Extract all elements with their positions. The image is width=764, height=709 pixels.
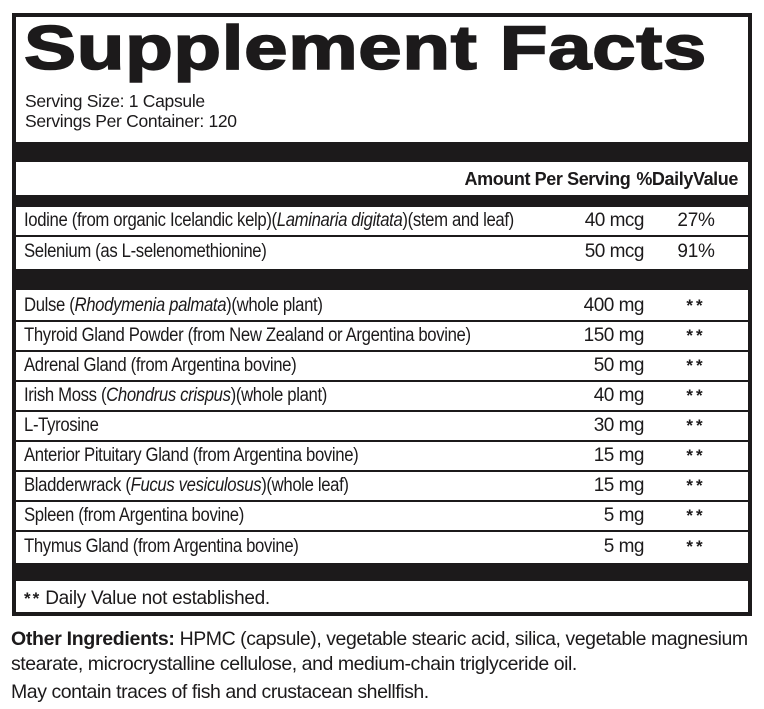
amount-per-serving-header: Amount Per Serving xyxy=(464,169,631,189)
servings-per-container: Servings Per Container: 120 xyxy=(25,111,237,131)
latin-name: Fucus vesiculosus xyxy=(130,475,262,496)
divider-bar-bottom xyxy=(16,563,748,581)
other-ingredients-label: Other Ingredients: xyxy=(11,628,175,650)
daily-value: ** xyxy=(686,416,706,435)
percent-daily-value-header: %DailyValue xyxy=(636,169,738,189)
ingredient-name-text: Spleen (from Argentina bovine) xyxy=(24,505,244,526)
ingredient-name-text: Irish Moss (Chondrus crispus)(whole plan… xyxy=(24,385,328,406)
ingredient-name: Thymus Gland (from Argentina bovine) xyxy=(24,536,542,558)
table-row: Spleen (from Argentina bovine) 5 mg ** xyxy=(16,502,748,532)
ingredient-name: Irish Moss (Chondrus crispus)(whole plan… xyxy=(24,385,542,407)
ingredient-name: Adrenal Gland (from Argentina bovine) xyxy=(24,355,542,377)
daily-value: ** xyxy=(686,326,706,345)
amount-value: 15 mg xyxy=(593,445,645,466)
amount-value: 50 mcg xyxy=(584,241,645,262)
supplement-facts-panel: Supplement Facts Serving Size: 1 Capsule… xyxy=(12,13,752,616)
nutrient-rows-no-dv: Dulse (Rhodymenia palmata)(whole plant) 4… xyxy=(16,292,748,562)
latin-name: Laminaria digitata xyxy=(276,210,403,231)
amount-value: 40 mcg xyxy=(584,210,645,231)
latin-name: Rhodymenia palmata xyxy=(74,295,227,316)
ingredient-name: Spleen (from Argentina bovine) xyxy=(24,505,542,527)
nutrient-rows-with-dv: Iodine (from organic Icelandic kelp)(Lam… xyxy=(16,207,748,267)
ingredient-name-text: Anterior Pituitary Gland (from Argentina… xyxy=(24,445,359,466)
table-row: Dulse (Rhodymenia palmata)(whole plant) 4… xyxy=(16,292,748,322)
footnote-text: Daily Value not established. xyxy=(45,588,270,609)
daily-value: ** xyxy=(686,537,706,556)
ingredient-name-text: Thyroid Gland Powder (from New Zealand o… xyxy=(24,325,471,346)
table-row: Iodine (from organic Icelandic kelp)(Lam… xyxy=(16,207,748,237)
panel-title: Supplement Facts xyxy=(23,14,707,83)
amount-value: 5 mg xyxy=(603,536,645,557)
divider-bar-thick-top xyxy=(16,142,748,162)
table-row: Thymus Gland (from Argentina bovine) 5 mg… xyxy=(16,532,748,562)
ingredient-name: Bladderwrack (Fucus vesiculosus)(whole l… xyxy=(24,475,542,497)
table-row: Thyroid Gland Powder (from New Zealand o… xyxy=(16,322,748,352)
other-ingredients-text: HPMC (capsule), vegetable stearic acid, … xyxy=(11,628,748,675)
amount-value: 150 mg xyxy=(583,325,645,346)
daily-value: ** xyxy=(686,446,706,465)
amount-value: 15 mg xyxy=(593,475,645,496)
amount-value: 5 mg xyxy=(603,505,645,526)
table-row: Adrenal Gland (from Argentina bovine) 50 … xyxy=(16,352,748,382)
daily-value: ** xyxy=(686,506,706,525)
latin-name: Chondrus crispus xyxy=(106,385,231,406)
ingredient-name: Iodine (from organic Icelandic kelp)(Lam… xyxy=(24,210,542,232)
column-headers: Amount Per Serving %DailyValue xyxy=(16,166,738,192)
amount-value: 40 mg xyxy=(593,385,645,406)
daily-value: 27% xyxy=(677,210,715,231)
daily-value: ** xyxy=(686,476,706,495)
serving-info: Serving Size: 1 Capsule Servings Per Con… xyxy=(25,91,748,131)
ingredient-name: Selenium (as L-selenomethionine) xyxy=(24,241,542,263)
daily-value-footnote: ** Daily Value not established. xyxy=(24,588,748,610)
daily-value: 91% xyxy=(677,241,715,262)
ingredient-name: Anterior Pituitary Gland (from Argentina… xyxy=(24,445,542,467)
daily-value: ** xyxy=(686,356,706,375)
amount-value: 400 mg xyxy=(583,295,645,316)
amount-value: 50 mg xyxy=(593,355,645,376)
allergen-statement: May contain traces of fish and crustacea… xyxy=(11,681,429,703)
daily-value: ** xyxy=(686,386,706,405)
divider-bar-header xyxy=(16,195,748,207)
asterisk-marker: ** xyxy=(24,589,42,608)
divider-bar-middle xyxy=(16,269,748,290)
table-row: Selenium (as L-selenomethionine) 50 mcg 91… xyxy=(16,237,748,267)
ingredient-name-text: L-Tyrosine xyxy=(24,415,99,436)
ingredient-name-text: Adrenal Gland (from Argentina bovine) xyxy=(24,355,297,376)
ingredient-name-text: Thymus Gland (from Argentina bovine) xyxy=(24,536,299,557)
daily-value: ** xyxy=(686,296,706,315)
ingredient-name-text: Selenium (as L-selenomethionine) xyxy=(24,241,267,262)
table-row: L-Tyrosine 30 mg ** xyxy=(16,412,748,442)
ingredient-name-text: Dulse (Rhodymenia palmata)(whole plant) xyxy=(24,295,323,316)
ingredient-name: Thyroid Gland Powder (from New Zealand o… xyxy=(24,325,542,347)
table-row: Bladderwrack (Fucus vesiculosus)(whole l… xyxy=(16,472,748,502)
table-row: Anterior Pituitary Gland (from Argentina… xyxy=(16,442,748,472)
serving-size: Serving Size: 1 Capsule xyxy=(25,91,205,111)
ingredient-name: Dulse (Rhodymenia palmata)(whole plant) xyxy=(24,295,542,317)
table-row: Irish Moss (Chondrus crispus)(whole plan… xyxy=(16,382,748,412)
amount-value: 30 mg xyxy=(593,415,645,436)
ingredient-name-text: Bladderwrack (Fucus vesiculosus)(whole l… xyxy=(24,475,349,496)
ingredient-name-text: Iodine (from organic Icelandic kelp)(Lam… xyxy=(24,210,514,231)
other-ingredients: Other Ingredients: HPMC (capsule), veget… xyxy=(11,627,755,677)
ingredient-name: L-Tyrosine xyxy=(24,415,542,437)
